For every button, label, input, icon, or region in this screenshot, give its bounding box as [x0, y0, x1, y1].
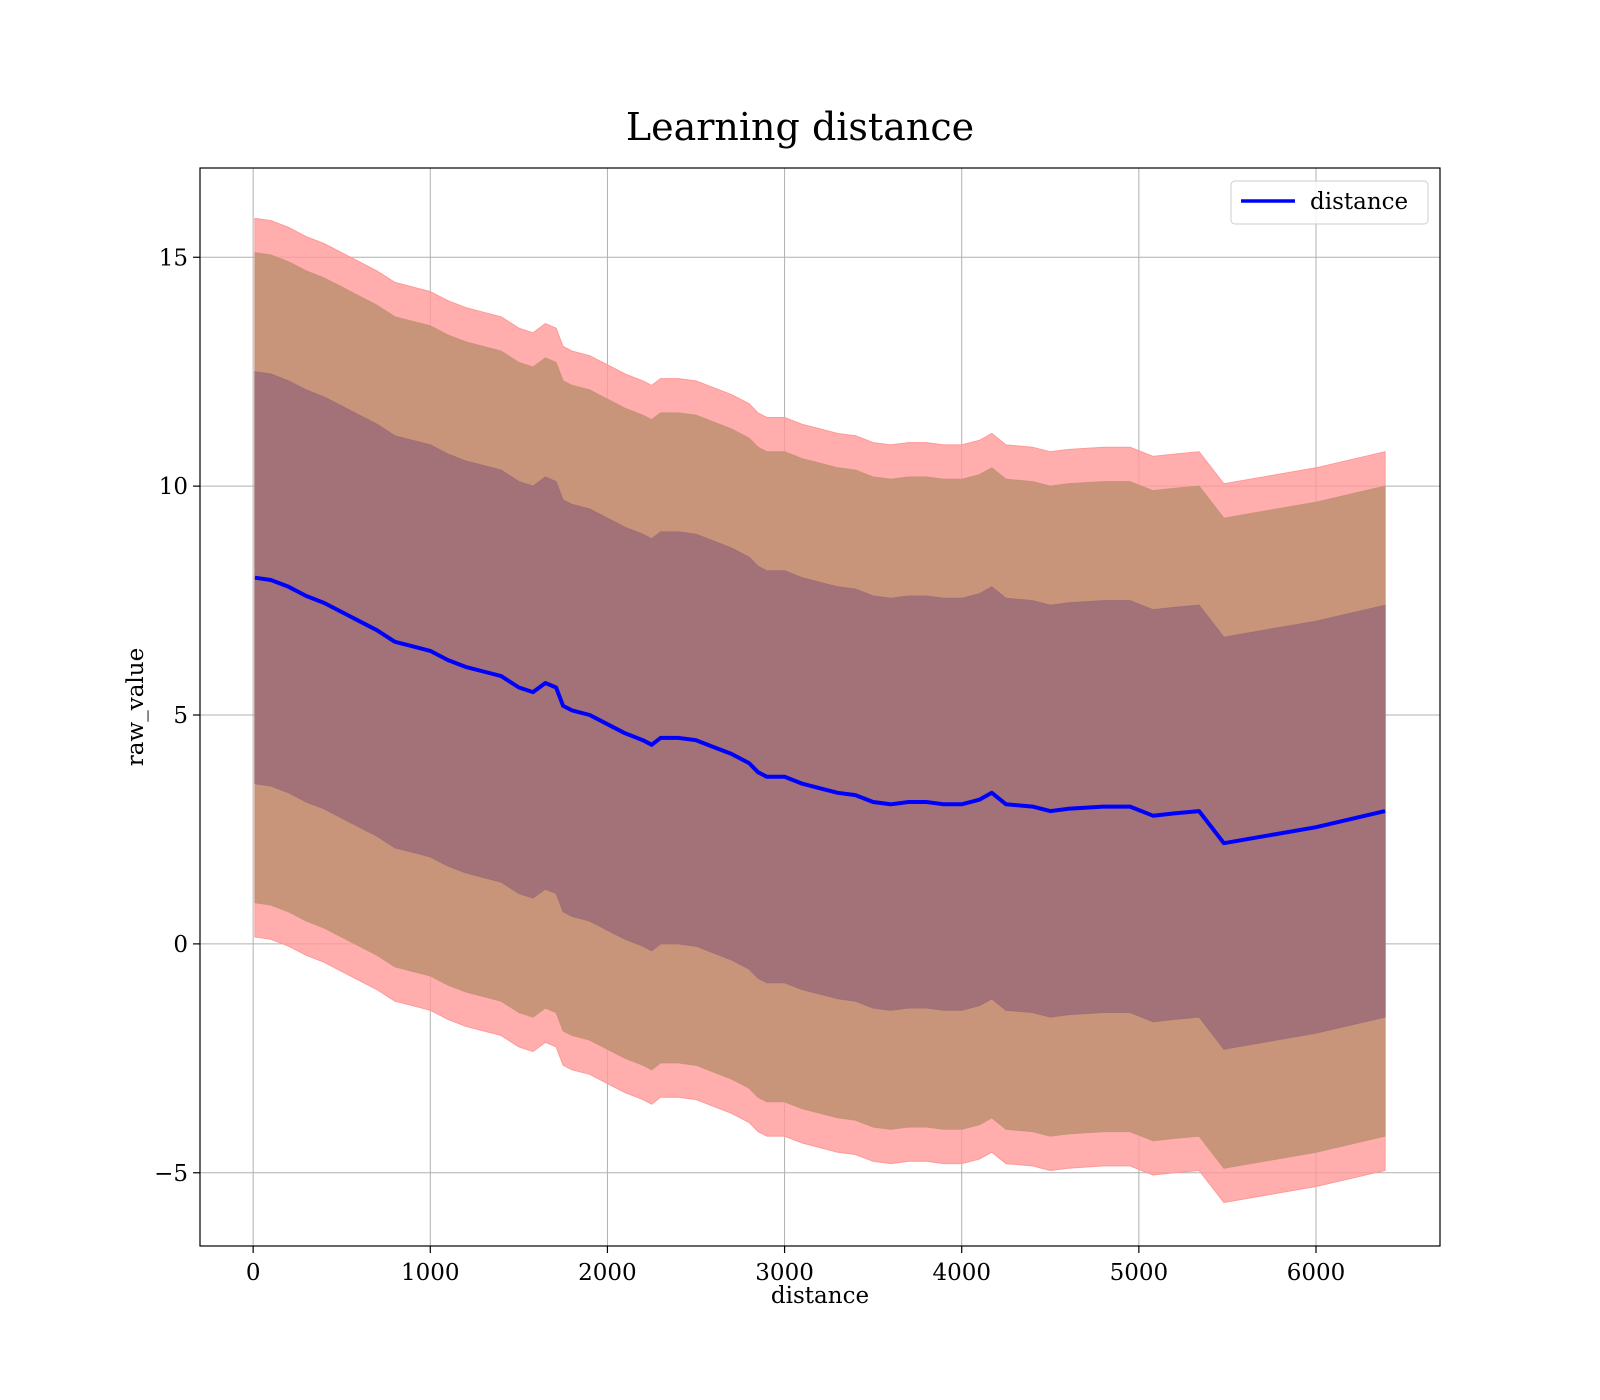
x-tick-label: 4000: [932, 1260, 991, 1286]
plot-frame: [199, 167, 1441, 1247]
x-tick-label: 1000: [401, 1260, 460, 1286]
y-tick-label: 5: [173, 703, 188, 729]
series-line-distance: [254, 575, 1386, 846]
x-axis-ticks: 0 1000 2000 3000 4000 5000 6000: [246, 1246, 1345, 1286]
y-axis-label: raw_value: [123, 648, 149, 766]
x-tick-label: 6000: [1287, 1260, 1346, 1286]
x-tick-label: 3000: [755, 1260, 814, 1286]
y-tick-label: 0: [173, 932, 188, 958]
legend: distance: [1230, 180, 1429, 225]
std-bands: [254, 217, 1386, 1204]
std-band-3: [254, 371, 1386, 1050]
legend-label-distance: distance: [1310, 189, 1408, 215]
legend-box: [1230, 180, 1429, 225]
y-tick-label: 15: [159, 245, 188, 271]
y-tick-label: −5: [154, 1161, 188, 1187]
x-tick-label: 2000: [578, 1260, 637, 1286]
series-lines: [254, 575, 1386, 846]
chart-title: Learning distance: [626, 105, 974, 149]
y-tick-label: 10: [159, 474, 188, 500]
y-axis-ticks: −5 0 5 10 15: [154, 245, 200, 1187]
x-tick-label: 0: [246, 1260, 261, 1286]
x-tick-label: 5000: [1110, 1260, 1169, 1286]
x-axis-label: distance: [771, 1283, 869, 1309]
